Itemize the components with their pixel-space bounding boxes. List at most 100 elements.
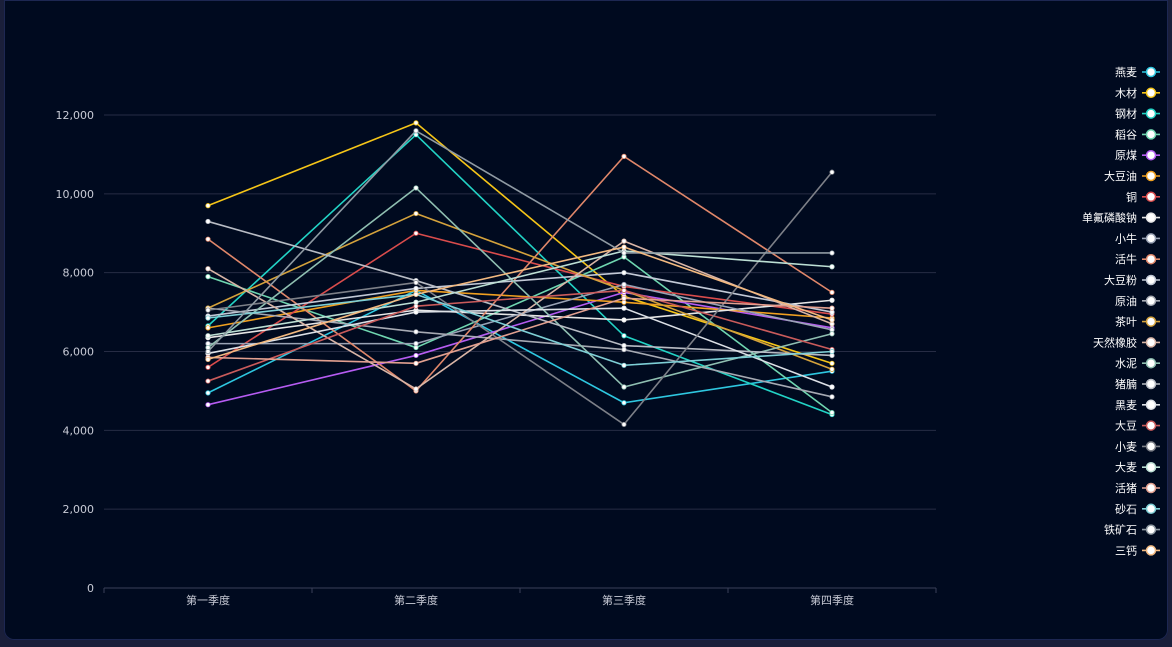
series-line: [207, 293, 833, 367]
legend-item[interactable]: 原煤: [1115, 149, 1160, 162]
data-point: [829, 409, 835, 416]
legend-label: 单氟磷酸钠: [1082, 211, 1137, 225]
legend-item[interactable]: 小牛: [1115, 231, 1160, 245]
legend-label: 活牛: [1115, 252, 1137, 266]
legend-item[interactable]: 铜: [1126, 190, 1160, 204]
legend-item[interactable]: 活猪: [1115, 482, 1160, 495]
data-point: [205, 307, 211, 313]
legend-item[interactable]: 木材: [1115, 86, 1160, 100]
data-point: [413, 279, 419, 286]
legend-item[interactable]: 钢材: [1115, 107, 1160, 121]
legend-marker-icon: [1145, 233, 1157, 244]
data-point: [205, 356, 211, 362]
data-point: [829, 250, 835, 256]
data-point: [205, 378, 211, 384]
legend-item[interactable]: 三钙: [1115, 543, 1160, 557]
legend-marker-icon: [1145, 461, 1157, 473]
data-point: [621, 287, 627, 294]
legend-label: 钢材: [1115, 107, 1137, 121]
legend-item[interactable]: 猪腩: [1115, 377, 1160, 391]
data-point: [205, 274, 211, 280]
legend-label: 小牛: [1115, 231, 1137, 245]
data-point: [829, 289, 835, 295]
data-point: [621, 238, 627, 244]
data-point: [621, 362, 627, 368]
legend-item[interactable]: 砂石: [1115, 503, 1160, 516]
y-tick-label: 6,000: [63, 346, 95, 359]
legend-label: 黑麦: [1115, 399, 1137, 412]
series-line: [207, 212, 833, 370]
series-line: [207, 297, 833, 365]
legend-marker-icon: [1145, 399, 1157, 411]
legend[interactable]: 燕麦木材钢材稻谷原煤大豆油铜单氟磷酸钠小牛活牛大豆粉原油茶叶天然橡胶水泥猪腩黑麦…: [1082, 66, 1160, 557]
legend-item[interactable]: 稻谷: [1115, 128, 1160, 141]
series-line: [207, 240, 833, 390]
data-point: [829, 394, 835, 400]
grid-lines: [104, 114, 936, 589]
series-group: [205, 120, 835, 428]
x-tick-label: 第四季度: [810, 593, 854, 607]
data-point: [621, 281, 627, 288]
data-point: [205, 315, 211, 321]
data-point: [621, 305, 627, 311]
legend-marker-icon: [1145, 316, 1157, 327]
legend-item[interactable]: 水泥: [1115, 357, 1160, 370]
legend-marker-icon: [1145, 212, 1157, 223]
legend-item[interactable]: 活牛: [1115, 252, 1160, 266]
legend-item[interactable]: 天然橡胶: [1093, 335, 1160, 349]
data-point: [205, 348, 211, 355]
legend-label: 小麦: [1115, 440, 1137, 453]
legend-label: 铁矿石: [1104, 524, 1137, 537]
data-point: [829, 366, 835, 372]
legend-marker-icon: [1145, 482, 1157, 494]
legend-marker-icon: [1145, 191, 1157, 203]
legend-label: 大豆粉: [1104, 273, 1137, 287]
data-point: [413, 291, 419, 297]
y-axis: 0 2,000 4,000 6,000 8,000 10,000 12,000: [56, 109, 95, 595]
legend-item[interactable]: 原油: [1115, 294, 1160, 308]
y-tick-label: 4,000: [63, 424, 95, 437]
series-line: [207, 246, 833, 361]
legend-label: 天然橡胶: [1093, 335, 1137, 349]
y-tick-label: 12,000: [56, 109, 95, 122]
series-line: [207, 171, 833, 426]
legend-item[interactable]: 大豆: [1115, 419, 1160, 433]
x-tick-label: 第二季度: [394, 593, 438, 607]
legend-marker-icon: [1145, 149, 1157, 161]
series-line: [207, 250, 833, 337]
legend-item[interactable]: 单氟磷酸钠: [1082, 211, 1160, 225]
data-point: [413, 285, 419, 292]
legend-label: 木材: [1115, 86, 1137, 100]
legend-label: 原油: [1115, 294, 1137, 308]
legend-label: 猪腩: [1115, 377, 1137, 391]
legend-item[interactable]: 小麦: [1115, 440, 1160, 453]
data-point: [829, 305, 835, 311]
legend-item[interactable]: 燕麦: [1115, 66, 1160, 79]
legend-marker-icon: [1145, 524, 1157, 535]
series-line: [207, 271, 833, 317]
data-point: [621, 295, 627, 301]
data-point: [413, 128, 419, 134]
data-point: [829, 169, 835, 175]
x-axis: 第一季度 第二季度 第三季度 第四季度: [103, 588, 937, 607]
legend-item[interactable]: 大麦: [1115, 460, 1160, 474]
data-point: [829, 297, 835, 303]
legend-label: 大麦: [1115, 460, 1137, 474]
legend-item[interactable]: 大豆油: [1104, 169, 1160, 183]
legend-item[interactable]: 铁矿石: [1104, 524, 1160, 537]
data-point: [413, 299, 419, 305]
series-line: [207, 307, 833, 388]
legend-marker-icon: [1145, 420, 1157, 431]
data-point: [621, 250, 627, 256]
data-point: [205, 236, 211, 242]
legend-marker-icon: [1145, 378, 1157, 390]
data-point: [621, 317, 627, 323]
data-point: [205, 218, 211, 225]
legend-item[interactable]: 黑麦: [1115, 399, 1160, 412]
legend-label: 砂石: [1115, 503, 1137, 516]
data-point: [829, 264, 835, 270]
legend-item[interactable]: 大豆粉: [1104, 273, 1160, 287]
legend-item[interactable]: 茶叶: [1115, 316, 1160, 329]
series-line: [207, 155, 833, 392]
